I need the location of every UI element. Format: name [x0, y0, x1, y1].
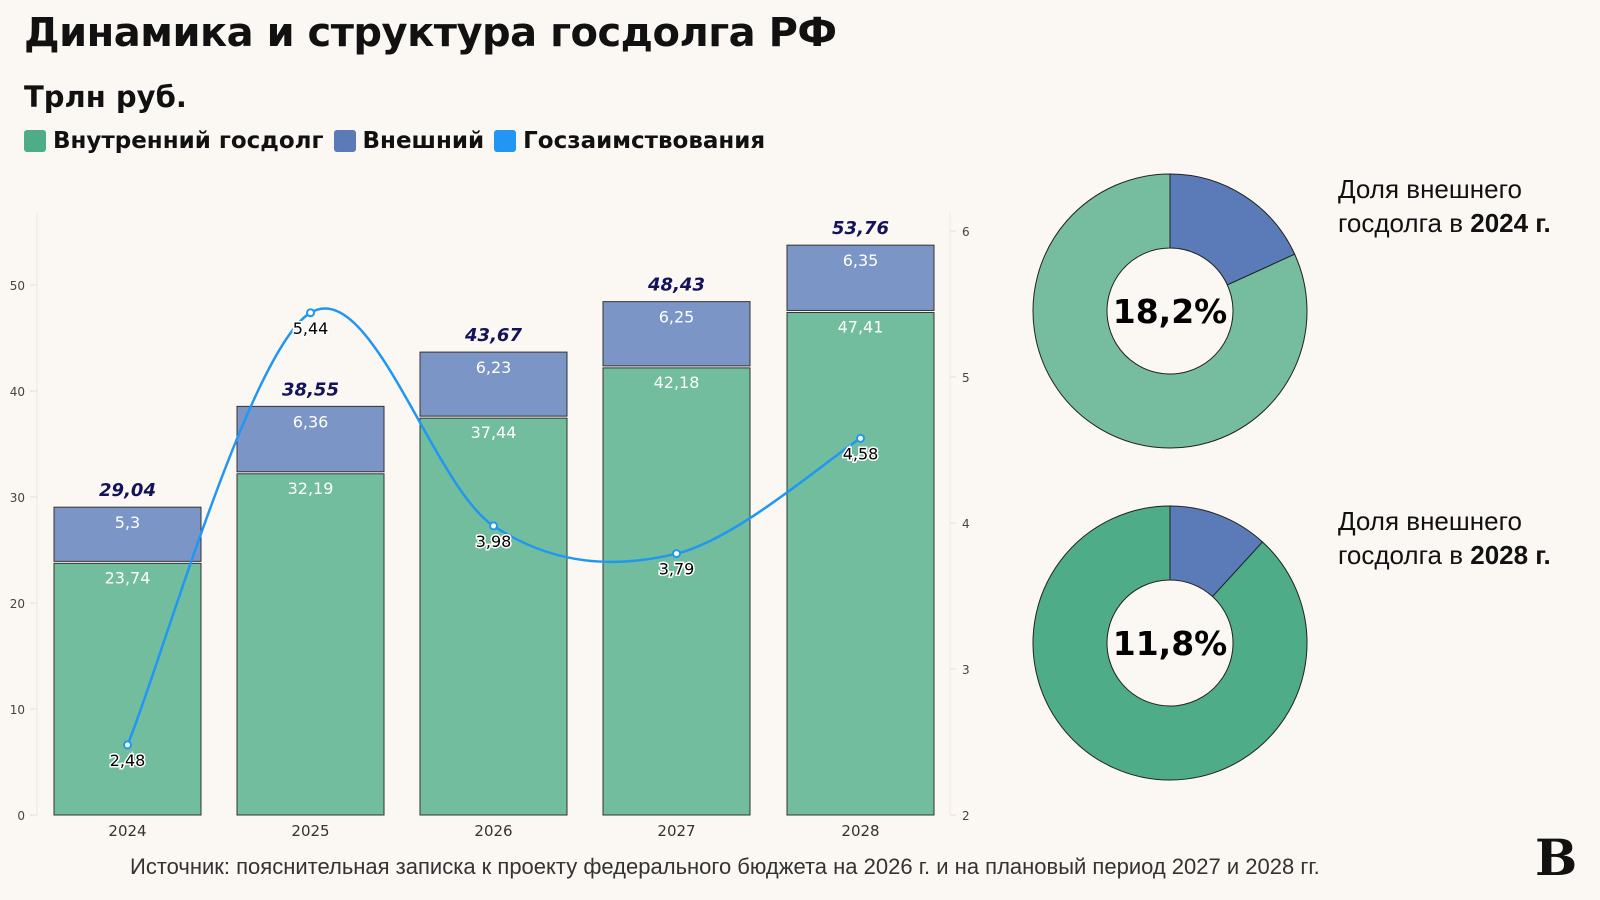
donut-label-2028: Доля внешнего госдолга в 2028 г.	[1338, 504, 1551, 572]
legend-label: Госзаимствования	[523, 128, 766, 154]
data-label-external: 5,3	[115, 513, 140, 532]
left-axis-tick-label: 20	[10, 597, 25, 611]
units-subtitle: Трлн руб.	[24, 80, 187, 114]
data-label-external: 6,25	[659, 308, 695, 327]
donut-slice	[1032, 505, 1308, 781]
donut-label-line: Доля внешнего	[1338, 506, 1522, 536]
data-label-external: 6,35	[843, 251, 879, 270]
donut-label-text: госдолга в	[1338, 540, 1471, 570]
bar-external-2028	[786, 244, 935, 311]
legend-label: Внутренний госдолг	[53, 128, 324, 154]
donut-label-year: 2028 г.	[1470, 540, 1551, 570]
data-label-total: 43,67	[464, 325, 522, 346]
borrowing-point	[856, 433, 865, 443]
x-axis-tick-label: 2026	[474, 822, 512, 840]
legend-swatch	[24, 130, 46, 152]
donut-center-value: 18,2%	[1113, 292, 1228, 331]
data-label-domestic: 23,74	[105, 568, 151, 587]
data-label-total: 48,43	[647, 275, 705, 296]
data-label-borrowing: 2,48	[110, 751, 146, 770]
data-label-borrowing: 3,79	[659, 560, 695, 579]
data-label-domestic: 42,18	[654, 373, 700, 392]
data-label-total: 38,55	[282, 379, 339, 400]
right-axis-tick-label: 2	[962, 809, 970, 823]
data-label-external: 6,36	[293, 412, 329, 431]
bar-external-2027	[602, 301, 751, 367]
donut-center-value: 11,8%	[1113, 624, 1228, 663]
data-label-total: 53,76	[832, 218, 889, 239]
x-axis-tick-label: 2027	[657, 822, 695, 840]
data-label-borrowing: 3,98	[476, 532, 512, 551]
bar-domestic-2025	[236, 473, 385, 816]
bar-external-2026	[419, 351, 568, 417]
bar-domestic-2027	[602, 367, 751, 816]
left-axis-tick-label: 30	[10, 491, 25, 505]
data-label-external: 6,23	[476, 358, 512, 377]
data-label-total: 29,04	[99, 480, 156, 501]
borrowing-point	[672, 549, 681, 559]
data-label-borrowing: 4,58	[843, 444, 879, 463]
donut-label-line: Доля внешнего	[1338, 174, 1522, 204]
legend-item-borrowing[interactable]: Госзаимствования	[494, 128, 765, 154]
donut-label-2024: Доля внешнего госдолга в 2024 г.	[1338, 172, 1551, 240]
donut-label-text: госдолга в	[1338, 208, 1471, 238]
legend-item-domestic[interactable]: Внутренний госдолг	[24, 128, 324, 154]
x-axis-tick-label: 2028	[841, 822, 879, 840]
right-axis-tick-label: 6	[962, 225, 970, 239]
legend-swatch	[333, 130, 356, 152]
left-axis-tick-label: 0	[17, 809, 25, 823]
bar-domestic-2028	[786, 311, 935, 816]
data-label-domestic: 32,19	[288, 479, 334, 498]
legend-swatch	[494, 130, 517, 152]
legend: Внутренний госдолг Внешний Госзаимствова…	[24, 128, 765, 154]
data-label-borrowing: 5,44	[293, 319, 329, 338]
bar-domestic-2026	[419, 417, 568, 816]
x-axis-tick-label: 2025	[291, 822, 329, 840]
vedomosti-logo: В	[1535, 828, 1578, 887]
donut-label-line: госдолга в 2028 г.	[1338, 538, 1551, 572]
data-label-domestic: 37,44	[471, 423, 517, 442]
x-axis-tick-label: 2024	[108, 822, 146, 840]
page-title: Динамика и структура госдолга РФ	[24, 10, 837, 56]
borrowing-line	[126, 307, 862, 746]
right-axis-tick-label: 3	[962, 663, 970, 677]
right-axis-tick-label: 4	[962, 517, 970, 531]
borrowing-point	[123, 740, 132, 750]
left-axis-tick-label: 40	[10, 385, 25, 399]
donut-label-year: 2024 г.	[1470, 208, 1551, 238]
donut-slice	[1169, 173, 1296, 286]
right-axis-tick-label: 5	[962, 371, 970, 385]
legend-item-external[interactable]: Внешний	[333, 128, 485, 154]
data-label-domestic: 47,41	[838, 317, 884, 336]
borrowing-point	[489, 521, 498, 531]
borrowing-point	[306, 308, 315, 318]
legend-label: Внешний	[362, 128, 485, 154]
donut-label-line: госдолга в 2024 г.	[1338, 206, 1551, 240]
source-note: Источник: пояснительная записка к проект…	[130, 854, 1320, 879]
donut-slice	[1032, 173, 1308, 449]
left-axis-tick-label: 10	[10, 703, 25, 717]
left-axis-tick-label: 50	[10, 279, 25, 293]
